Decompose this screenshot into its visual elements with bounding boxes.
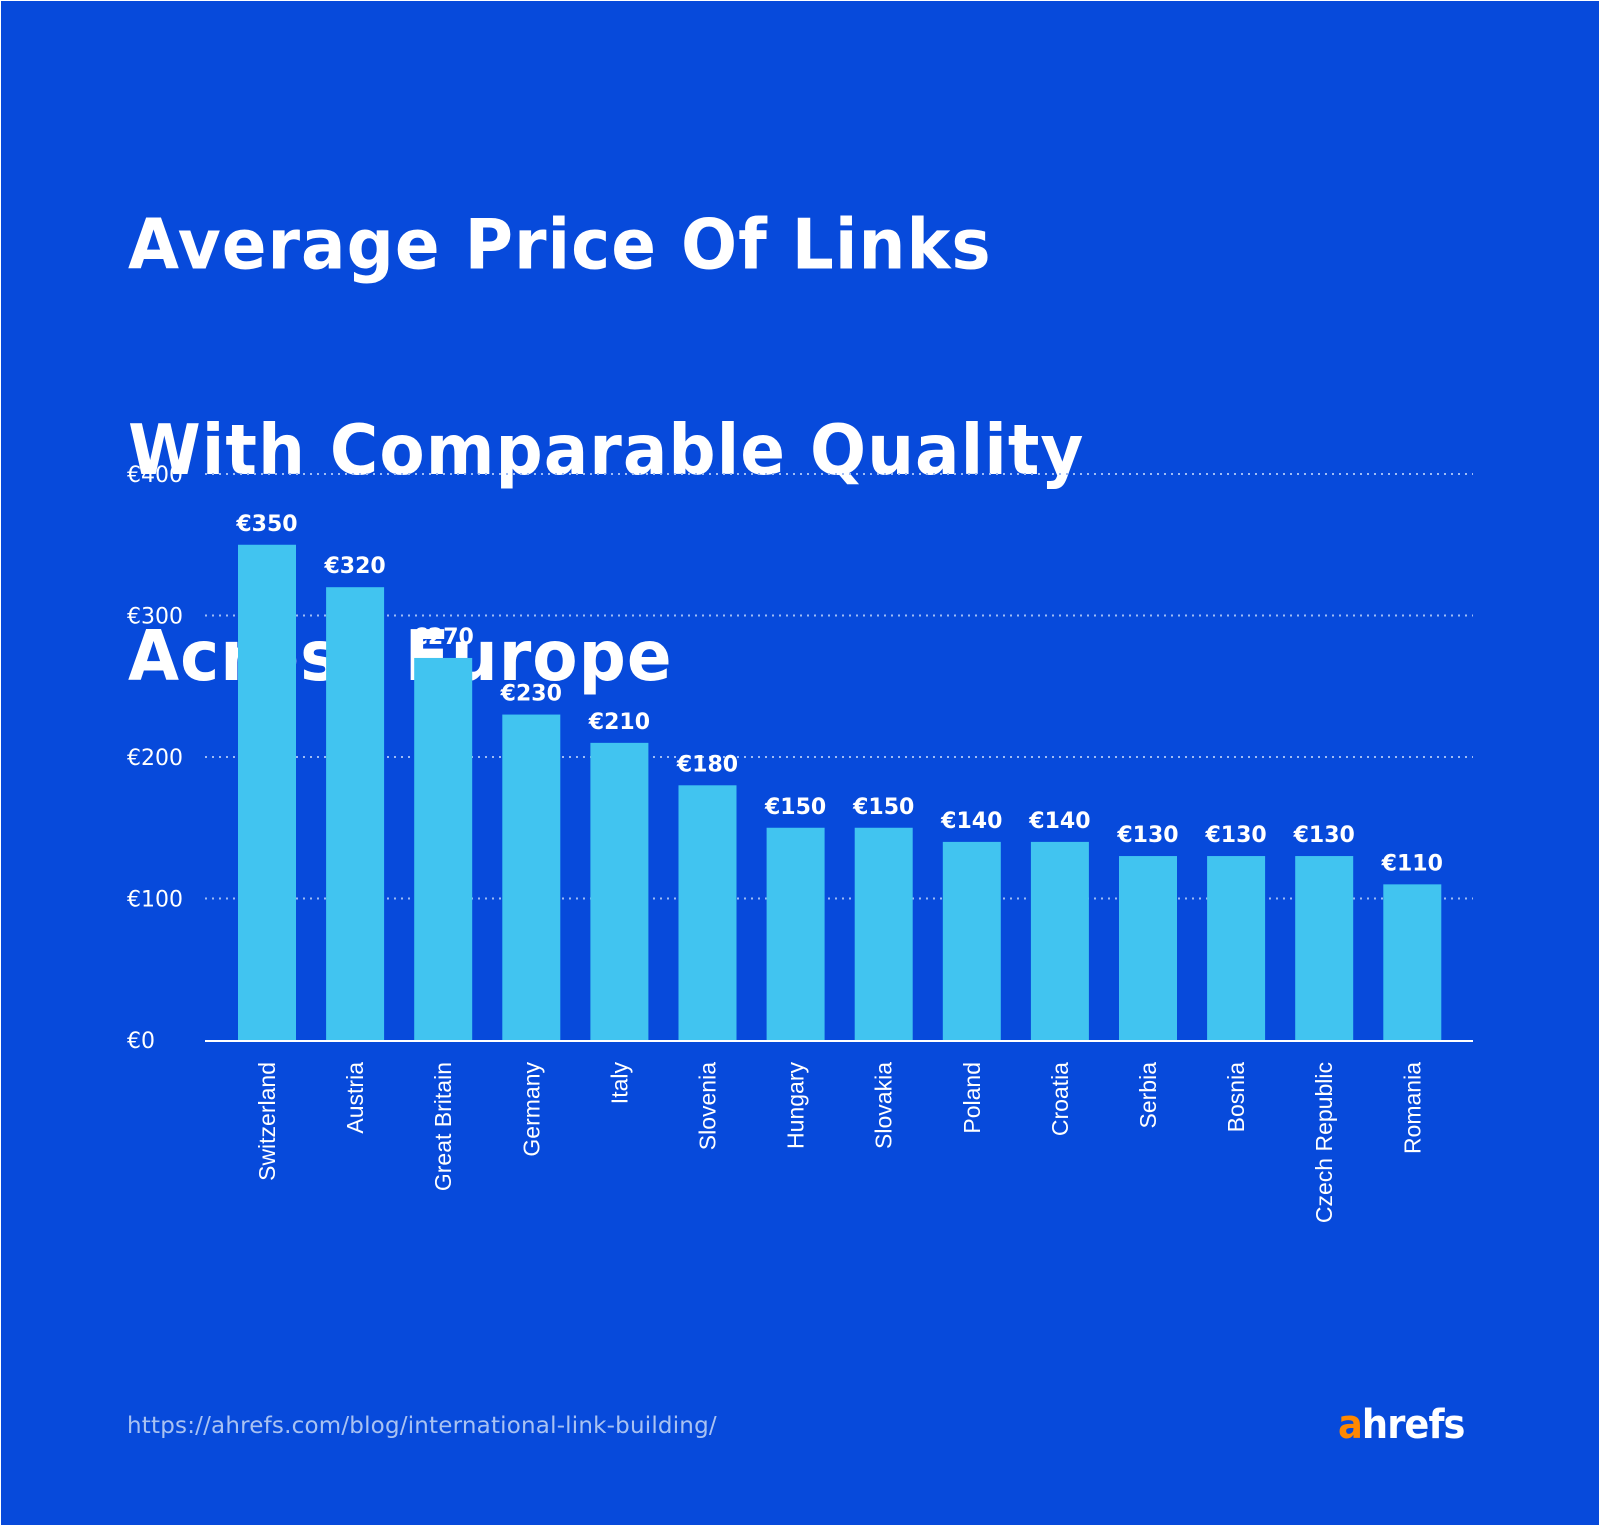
bar [766,827,825,1040]
x-tick-label: Great Britain [430,1062,456,1191]
x-tick-label: Czech Republic [1311,1062,1337,1223]
x-tick-label: Austria [342,1062,368,1134]
bar-value-label: €130 [1116,823,1178,848]
bar-data-labels: €350 €320 €270 €230 €210 €180 €150 €150 €140 €140… [235,512,1443,877]
bar [1119,856,1177,1040]
bar-value-label: €130 [1293,823,1355,848]
x-tick-label: Croatia [1047,1062,1073,1136]
bar [414,657,473,1040]
x-tick-label: Hungary [783,1062,809,1149]
bar [1383,884,1442,1040]
x-tick-label: Serbia [1135,1062,1161,1129]
x-tick-label: Germany [518,1062,544,1157]
x-axis-ticks: Switzerland Austria Great Britain Germany It… [254,1062,1425,1224]
logo-wordmark: hrefs [1361,1402,1466,1448]
x-tick-label: Slovakia [871,1062,897,1149]
y-tick-label: €0 [127,1029,155,1054]
bar-value-label: €150 [764,795,826,820]
bar-value-label: €150 [852,795,914,820]
y-tick-label: €100 [127,888,183,913]
x-tick-label: Poland [959,1062,985,1134]
y-tick-label: €200 [127,746,183,771]
bar [238,544,296,1040]
bar [854,827,913,1040]
bar [942,841,1001,1040]
chart-title: Average Price Of Links With Comparable Q… [128,91,1084,811]
bar [502,714,561,1040]
gridlines [205,473,1473,900]
bar-value-label: €140 [1028,809,1090,834]
title-line-1: Average Price Of Links [128,204,992,286]
bar-value-label: €210 [588,710,650,735]
bar [1295,856,1354,1040]
x-tick-label: Switzerland [254,1062,280,1181]
x-tick-label: Romania [1399,1062,1425,1154]
x-tick-label: Italy [606,1062,632,1105]
bar-value-label: €230 [500,682,562,707]
source-link[interactable]: https://ahrefs.com/blog/international-li… [127,1413,717,1439]
bar [590,742,649,1040]
bars [238,544,1442,1040]
bar-value-label: €320 [323,554,385,579]
ahrefs-logo: ahrefs [1338,1405,1465,1445]
x-tick-label: Slovenia [695,1062,721,1150]
y-tick-label: €300 [127,605,183,630]
bar-value-label: €140 [940,809,1002,834]
bar [678,785,737,1040]
bar-value-label: €130 [1204,823,1266,848]
y-tick-label: €400 [127,463,183,488]
bar-value-label: €350 [235,512,297,537]
bar-value-label: €270 [412,625,474,650]
bar-value-label: €110 [1381,851,1443,876]
title-line-2: With Comparable Quality [128,410,1085,492]
x-tick-label: Bosnia [1223,1062,1249,1133]
y-axis-ticks: €0 €100 €200 €300 €400 [127,463,183,1054]
bar [1030,841,1089,1040]
bar [1207,856,1266,1040]
bar [326,587,385,1040]
logo-accent-letter: a [1338,1402,1363,1448]
bar-value-label: €180 [676,752,738,777]
